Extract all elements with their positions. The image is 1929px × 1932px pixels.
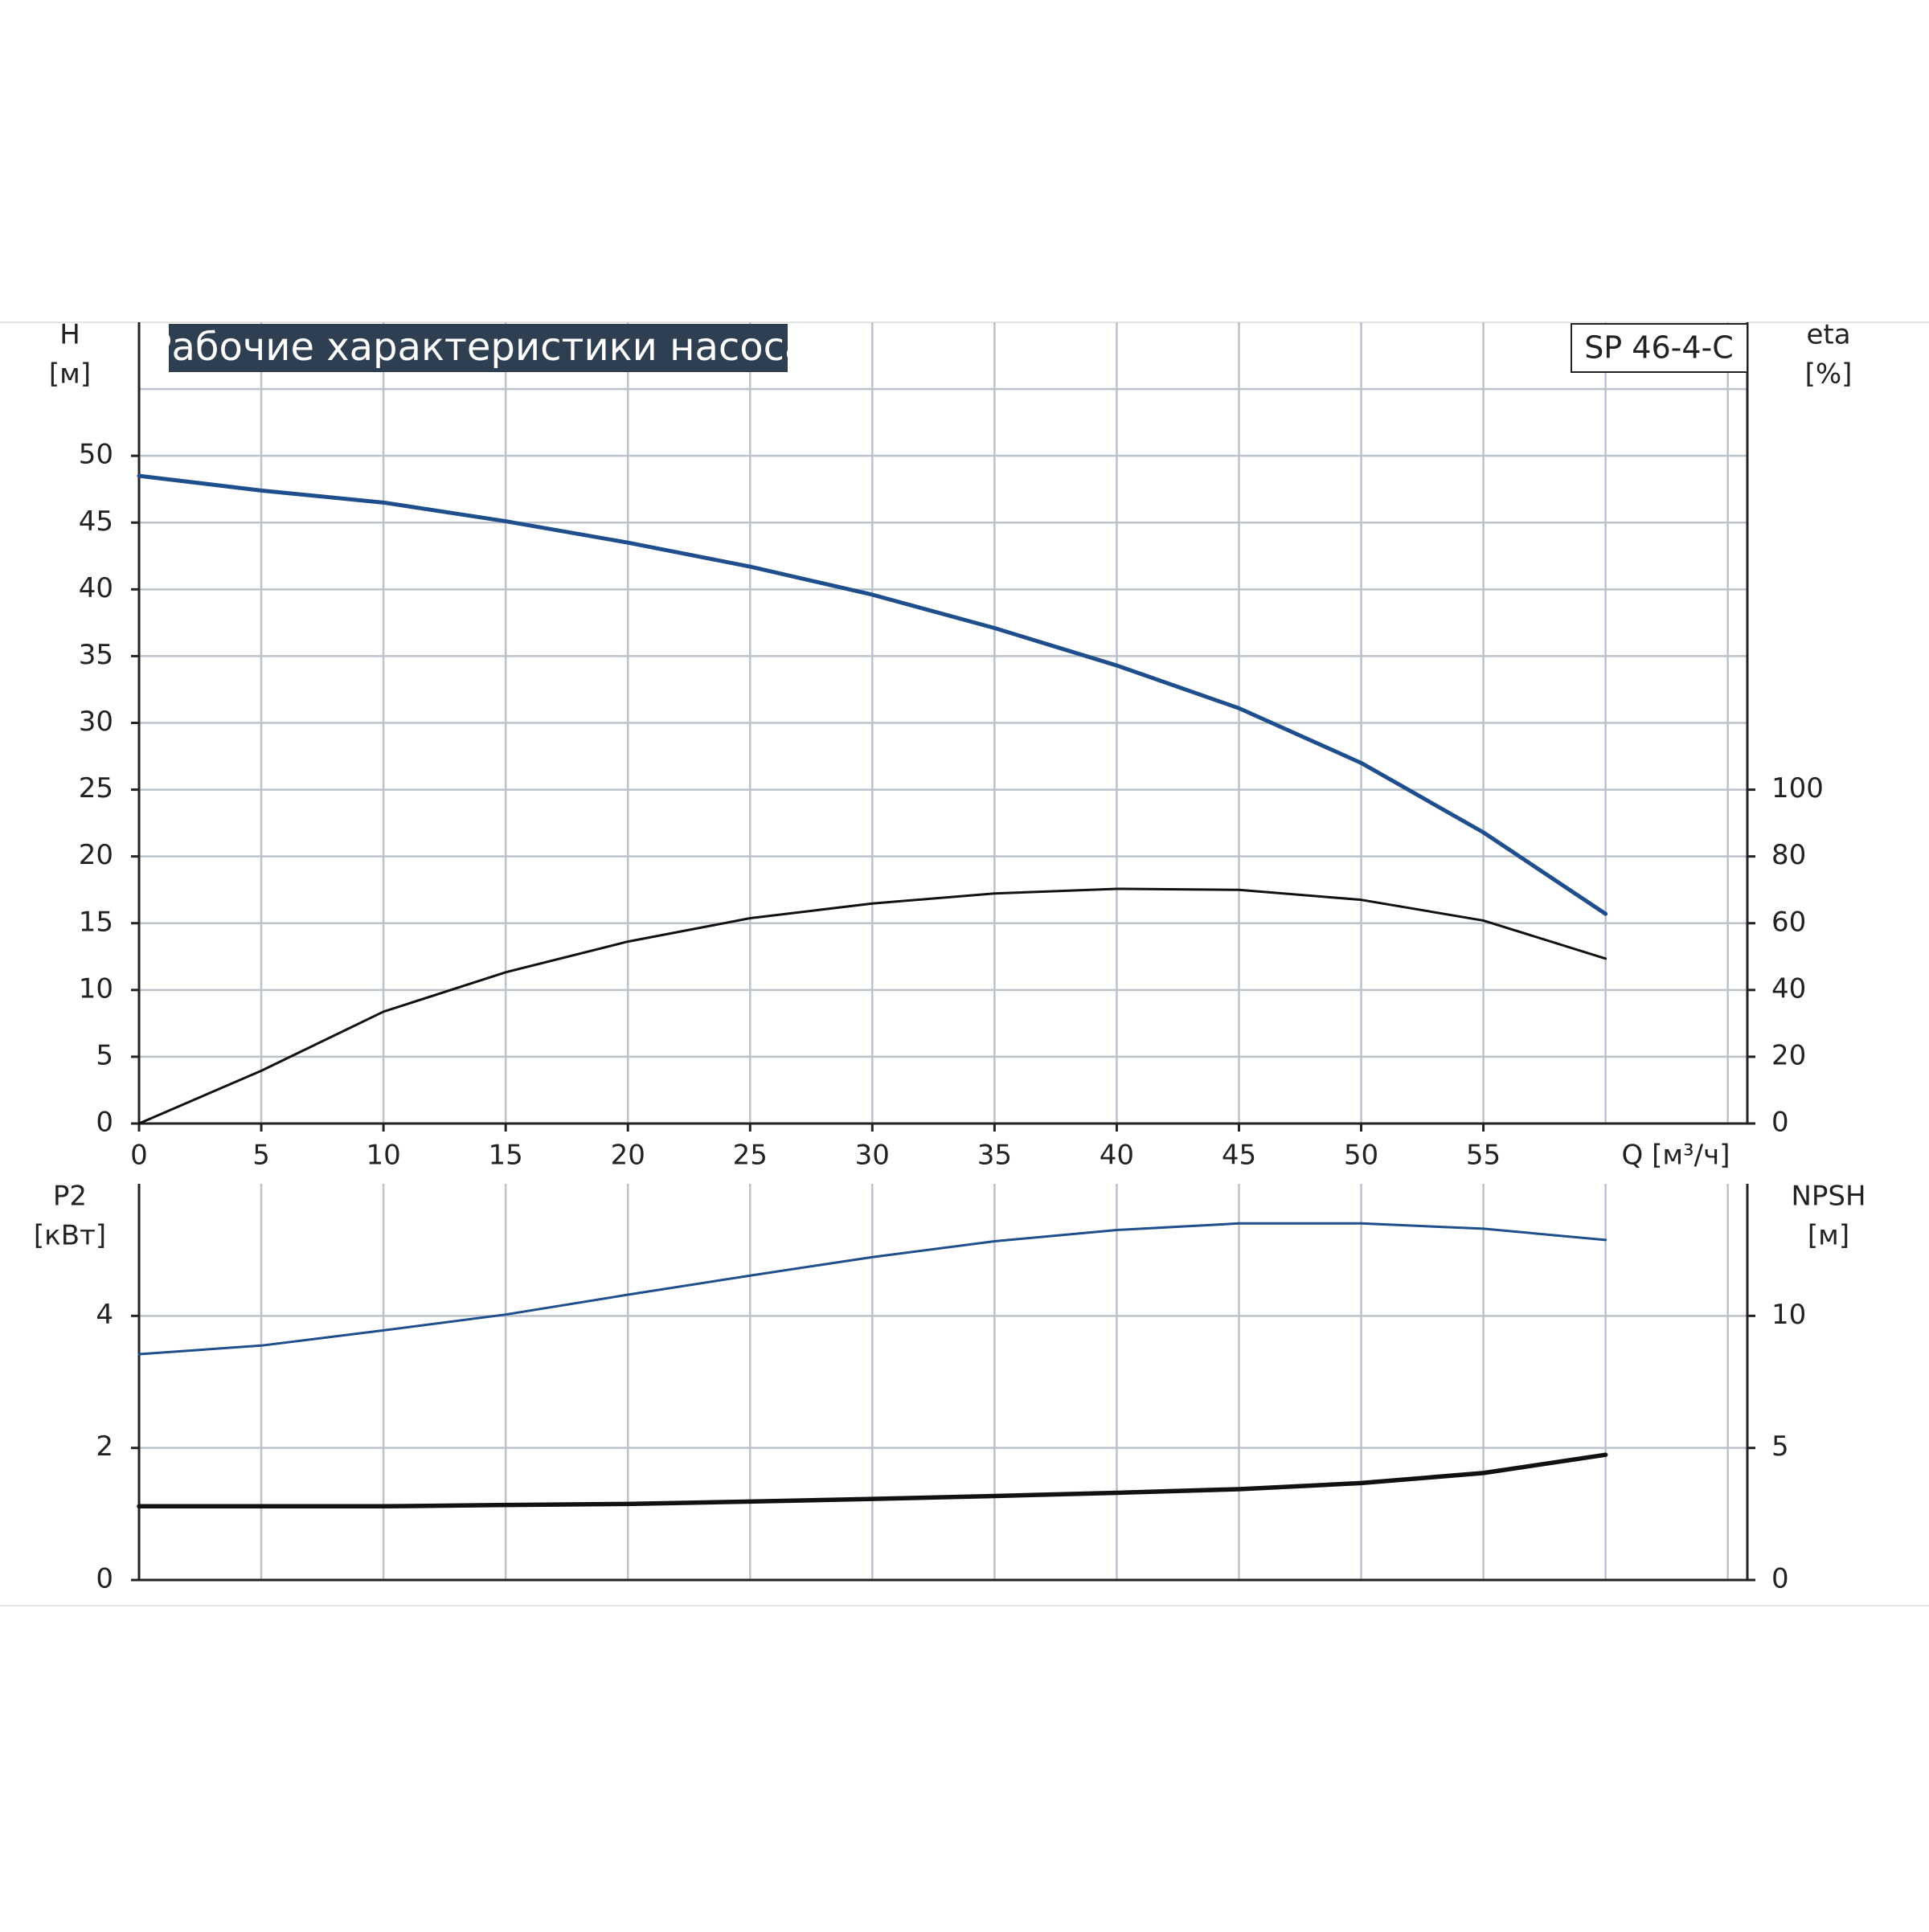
- y-tick-label: 5: [96, 1039, 113, 1071]
- x-tick-label: 50: [1344, 1140, 1378, 1172]
- y2-axis-unit: [%]: [1805, 358, 1853, 391]
- data-line: [137, 1222, 1608, 1356]
- y2-axis-label: NPSH: [1791, 1181, 1866, 1213]
- y-tick-label: 2: [96, 1431, 113, 1463]
- y2-axis-label: eta: [1806, 319, 1850, 351]
- y2-tick-label: 0: [1771, 1107, 1789, 1139]
- y-tick-label: 15: [79, 906, 113, 938]
- y-axis-unit: [кВт]: [34, 1220, 106, 1252]
- y2-tick-label: 60: [1771, 906, 1806, 938]
- y-tick-label: 45: [79, 506, 113, 538]
- x-tick-label: 30: [855, 1140, 890, 1172]
- y-tick-label: 50: [79, 439, 113, 471]
- y-tick-label: 10: [79, 972, 113, 1005]
- data-line: [137, 1452, 1608, 1509]
- x-tick-label: 35: [977, 1140, 1012, 1172]
- model-label: SP 46-4-C: [1584, 330, 1734, 366]
- y-tick-label: 35: [79, 639, 113, 671]
- x-tick-label: 20: [611, 1140, 645, 1172]
- y-axis-unit: [м]: [49, 358, 91, 391]
- x-tick-label: 0: [130, 1140, 148, 1172]
- y-tick-label: 40: [79, 572, 113, 604]
- x-tick-label: 45: [1222, 1140, 1256, 1172]
- data-line: [137, 887, 1608, 1125]
- y-tick-label: 20: [79, 839, 113, 871]
- y2-tick-label: 5: [1771, 1431, 1789, 1463]
- y-tick-label: 0: [96, 1107, 113, 1139]
- chart-title: Рабочие характеристики насоса: [149, 325, 809, 370]
- y2-tick-label: 100: [1771, 772, 1824, 804]
- y2-tick-label: 80: [1771, 839, 1806, 871]
- y-axis-label: H: [59, 319, 80, 351]
- model-box: [1571, 323, 1748, 373]
- x-tick-label: 5: [252, 1140, 270, 1172]
- y-axis-label: P2: [53, 1181, 87, 1213]
- x-tick-label: 40: [1100, 1140, 1134, 1172]
- x-tick-label: 25: [733, 1140, 768, 1172]
- x-tick-label: 55: [1466, 1140, 1501, 1172]
- data-line: [137, 473, 1608, 916]
- y2-tick-label: 20: [1771, 1039, 1806, 1071]
- x-axis-label: Q [м³/ч]: [1622, 1140, 1730, 1172]
- y-tick-label: 4: [96, 1299, 113, 1331]
- y2-tick-label: 0: [1771, 1563, 1789, 1595]
- y2-tick-label: 40: [1771, 972, 1806, 1005]
- x-tick-label: 10: [366, 1140, 400, 1172]
- x-tick-label: 15: [489, 1140, 523, 1172]
- y-tick-label: 25: [79, 772, 113, 804]
- y2-tick-label: 10: [1771, 1299, 1806, 1331]
- y-tick-label: 30: [79, 706, 113, 738]
- y2-axis-unit: [м]: [1808, 1220, 1849, 1252]
- title-box: [169, 324, 788, 372]
- y-tick-label: 0: [96, 1563, 113, 1595]
